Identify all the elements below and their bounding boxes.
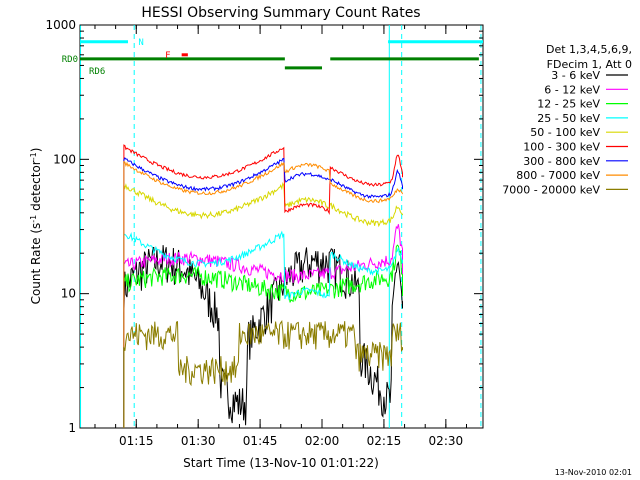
y-axis-label: Count Rate (s-1 detector-1) xyxy=(29,148,44,305)
series-line-4 xyxy=(123,181,404,429)
legend-entry-label: 100 - 300 keV xyxy=(523,141,600,154)
series-line-7 xyxy=(123,160,404,429)
x-tick-label: 02:30 xyxy=(429,434,464,448)
series-line-6 xyxy=(123,157,404,429)
legend-header: Det 1,3,4,5,6,9, xyxy=(546,43,632,56)
series-line-5 xyxy=(123,144,404,429)
flag-label-rd6: RD6 xyxy=(89,67,105,77)
legend-entry-label: 800 - 7000 keV xyxy=(516,169,600,182)
plot-timestamp: 13-Nov-2010 02:01 xyxy=(554,468,632,477)
y-tick-label: 1000 xyxy=(45,18,76,32)
legend-entry-label: 12 - 25 keV xyxy=(537,98,600,111)
y-tick-label: 10 xyxy=(61,287,76,301)
flag-bars: N F RD0 RD6 xyxy=(62,38,483,77)
mode-boundary-lines xyxy=(80,25,482,428)
legend-entry-label: 300 - 800 keV xyxy=(523,155,600,168)
legend-header: FDecim 1, Att 0 xyxy=(547,58,632,71)
x-tick-label: 01:30 xyxy=(181,434,216,448)
flag-label-f: F xyxy=(165,51,170,61)
series-line-2 xyxy=(123,244,404,429)
x-tick-label: 02:00 xyxy=(305,434,340,448)
y-tick-label: 100 xyxy=(53,152,76,166)
x-tick-label: 02:15 xyxy=(367,434,402,448)
legend-entry-label: 3 - 6 keV xyxy=(551,69,600,82)
x-tick-label: 01:45 xyxy=(243,434,278,448)
y-axis-ticks: 1 10 100 1000 xyxy=(45,18,483,435)
series-line-3 xyxy=(123,230,404,429)
legend-entry-label: 25 - 50 keV xyxy=(537,112,600,125)
x-axis-label: Start Time (13-Nov-10 01:01:22) xyxy=(183,456,379,470)
legend-entry-label: 7000 - 20000 keV xyxy=(502,183,600,196)
flag-label-rd0: RD0 xyxy=(62,55,78,65)
series-lines xyxy=(123,144,404,429)
legend: Det 1,3,4,5,6,9, FDecim 1, Att 03 - 6 keV… xyxy=(502,43,632,196)
series-line-8 xyxy=(123,319,404,429)
chart-title: HESSI Observing Summary Count Rates xyxy=(141,5,420,21)
x-axis-ticks: 01:15 01:30 01:45 02:00 02:15 02:30 xyxy=(94,25,467,448)
flag-label-n: N xyxy=(138,38,143,48)
plot-frame xyxy=(79,24,484,429)
legend-entry-label: 6 - 12 keV xyxy=(544,83,600,96)
x-tick-label: 01:15 xyxy=(119,434,154,448)
legend-entry-label: 50 - 100 keV xyxy=(530,126,600,139)
y-tick-label: 1 xyxy=(68,421,76,435)
